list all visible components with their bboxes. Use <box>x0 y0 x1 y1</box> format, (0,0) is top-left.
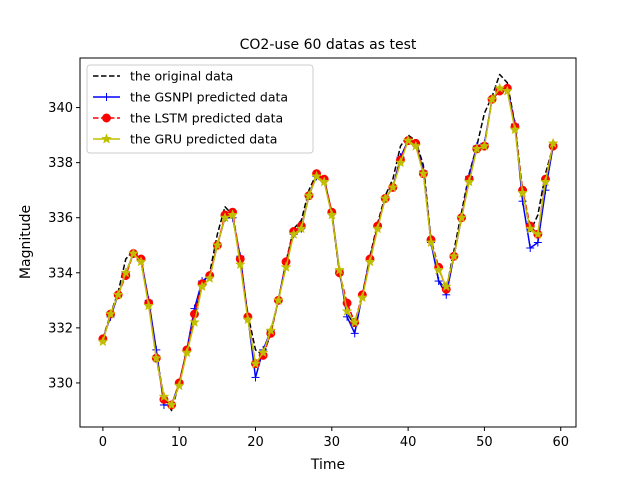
series-3-point-26 <box>295 223 307 234</box>
legend-marker-1 <box>102 93 111 101</box>
series-3-point-57 <box>532 228 544 239</box>
series-3-point-7 <box>150 352 162 363</box>
series-3-point-40 <box>402 134 414 146</box>
plot-area <box>97 73 559 412</box>
series-3-point-9 <box>166 399 177 410</box>
x-tick-label-4: 40 <box>400 435 417 450</box>
series-1-point-33 <box>350 329 359 338</box>
series-3-point-18 <box>234 258 246 270</box>
series-3-point-55 <box>517 187 529 198</box>
series-3-point-23 <box>272 294 284 305</box>
series-3-point-32 <box>341 305 353 316</box>
series-3-point-45 <box>440 280 452 292</box>
series-3-point-17 <box>227 209 239 220</box>
legend-label-3: the GRU predicted data <box>130 132 277 147</box>
series-3-point-30 <box>326 209 338 220</box>
series-3 <box>97 82 559 410</box>
series-3-point-36 <box>372 223 384 234</box>
y-tick-label-4: 338 <box>48 156 73 171</box>
chart-title: CO2-use 60 datas as test <box>240 37 417 53</box>
series-3-point-56 <box>524 223 536 234</box>
series-3-point-48 <box>463 176 475 187</box>
series-3-point-33 <box>349 316 361 327</box>
series-3-point-2 <box>112 289 124 300</box>
series-3-point-4 <box>127 247 139 259</box>
series-3-point-46 <box>448 250 460 261</box>
series-3-point-59 <box>547 137 559 148</box>
series-3-point-3 <box>120 267 132 278</box>
series-3-point-11 <box>181 346 193 358</box>
series-1-point-32 <box>343 312 352 321</box>
series-3-point-15 <box>211 239 223 250</box>
series-3-point-47 <box>456 212 467 223</box>
series-3-point-37 <box>379 192 391 204</box>
series-3-point-16 <box>219 212 231 223</box>
y-tick-label-5: 340 <box>48 101 73 116</box>
x-tick-label-0: 0 <box>99 435 107 450</box>
series-3-point-58 <box>540 176 551 187</box>
legend-box <box>86 64 314 154</box>
x-tick-label-2: 20 <box>247 435 264 450</box>
series-3-point-12 <box>189 316 200 327</box>
legend-label-0: the original data <box>130 69 233 84</box>
x-tick-label-5: 50 <box>476 435 493 450</box>
series-1-point-58 <box>541 186 550 195</box>
x-tick-label-3: 30 <box>324 435 341 450</box>
series-3-point-49 <box>471 143 483 154</box>
y-tick-label-2: 334 <box>48 266 73 281</box>
x-axis: 0 10 20 30 40 50 60 <box>99 427 569 450</box>
series-3-point-20 <box>250 357 261 369</box>
legend-label-1: the GSNPI predicted data <box>130 90 288 105</box>
series-3-point-8 <box>158 390 170 402</box>
series-layer <box>97 73 559 412</box>
series-3-point-22 <box>265 324 277 336</box>
series-3-point-6 <box>143 300 155 311</box>
series-3-point-29 <box>318 176 330 187</box>
series-1-point-56 <box>526 244 535 253</box>
legend-marker-3 <box>101 133 112 144</box>
series-1-point-57 <box>533 238 542 247</box>
series-3-point-39 <box>395 156 406 168</box>
series-3-point-25 <box>288 228 300 239</box>
series-3-point-35 <box>364 256 376 267</box>
series-3-point-50 <box>479 140 490 151</box>
series-3-point-51 <box>486 93 498 104</box>
legend-marker-2 <box>102 113 111 123</box>
series-3-point-44 <box>433 264 445 275</box>
x-tick-label-1: 10 <box>171 435 188 450</box>
series-3-point-42 <box>417 167 429 179</box>
series-3-point-38 <box>387 181 399 193</box>
series-3-point-34 <box>356 291 368 303</box>
series-3-point-24 <box>280 261 292 272</box>
x-axis-label: Time <box>310 457 345 473</box>
series-3-point-1 <box>105 308 116 319</box>
y-axis: 330 332 334 336 338 340 <box>48 101 80 391</box>
plot-frame <box>79 57 577 428</box>
legend: the original data the GSNPI predicted dat… <box>86 64 314 154</box>
series-3-point-43 <box>425 236 437 248</box>
series-3-point-52 <box>494 82 506 93</box>
series-3-point-27 <box>303 189 315 201</box>
x-tick-label-6: 60 <box>552 435 569 450</box>
series-3-point-41 <box>410 140 422 151</box>
y-tick-label-1: 332 <box>48 321 73 336</box>
series-3-point-0 <box>97 335 109 347</box>
series-3-point-13 <box>196 280 208 292</box>
series-3-point-31 <box>334 264 345 275</box>
y-tick-label-3: 336 <box>48 211 73 226</box>
y-axis-label: Magnitude <box>18 205 34 279</box>
series-3-point-54 <box>509 123 521 135</box>
series-1-point-44 <box>434 277 443 286</box>
series-3-point-19 <box>242 313 254 325</box>
series-3-point-28 <box>311 170 322 182</box>
series-1-point-20 <box>251 373 260 382</box>
y-tick-label-0: 330 <box>48 376 73 391</box>
legend-label-2: the LSTM predicted data <box>130 111 283 126</box>
series-3-point-10 <box>173 379 185 391</box>
series-3-point-5 <box>135 256 147 267</box>
series-3-point-14 <box>204 272 216 283</box>
series-3-point-21 <box>257 346 269 358</box>
series-3-point-53 <box>501 85 513 96</box>
